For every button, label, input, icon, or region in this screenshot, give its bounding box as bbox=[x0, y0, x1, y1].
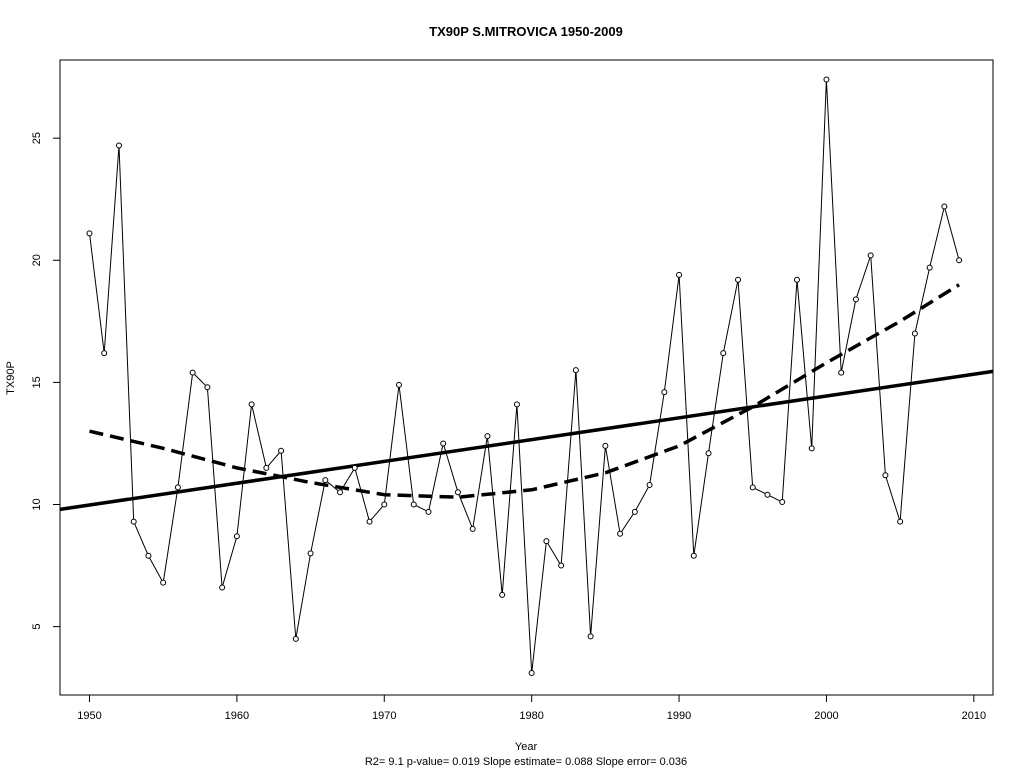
x-tick-label: 1970 bbox=[372, 710, 396, 722]
data-point bbox=[381, 501, 388, 508]
x-axis: 1950 1960 1970 1980 1990 2000 2010 bbox=[77, 695, 986, 722]
x-tick-label: 1960 bbox=[225, 710, 249, 722]
data-point bbox=[897, 518, 904, 525]
data-point bbox=[499, 591, 506, 598]
data-point bbox=[410, 501, 417, 508]
data-point bbox=[469, 525, 476, 532]
data-point bbox=[941, 203, 948, 210]
data-point bbox=[779, 499, 786, 506]
data-point bbox=[101, 350, 108, 357]
data-point bbox=[307, 550, 314, 557]
stats-footer: R2= 9.1 p-value= 0.019 Slope estimate= 0… bbox=[365, 756, 687, 768]
data-point bbox=[440, 440, 447, 447]
data-point bbox=[366, 518, 373, 525]
data-point bbox=[396, 381, 403, 388]
data-point bbox=[823, 76, 830, 83]
data-point bbox=[705, 450, 712, 457]
y-tick-label: 15 bbox=[31, 376, 43, 388]
data-point bbox=[337, 489, 344, 496]
linear-trend-line bbox=[59, 369, 994, 512]
annual-series-line bbox=[89, 79, 960, 674]
data-point bbox=[219, 584, 226, 591]
data-point bbox=[233, 533, 240, 540]
x-tick-label: 1950 bbox=[77, 710, 101, 722]
data-point bbox=[631, 508, 638, 515]
x-tick-label: 2010 bbox=[962, 710, 986, 722]
data-point bbox=[661, 389, 668, 396]
data-point bbox=[617, 530, 624, 537]
data-point bbox=[248, 401, 255, 408]
data-point bbox=[602, 442, 609, 449]
data-point bbox=[926, 264, 933, 271]
y-tick-label: 25 bbox=[31, 132, 43, 144]
data-point bbox=[528, 670, 535, 677]
data-point bbox=[808, 445, 815, 452]
data-point bbox=[115, 142, 122, 149]
data-point bbox=[322, 477, 329, 484]
data-point bbox=[189, 369, 196, 376]
data-point bbox=[263, 464, 270, 471]
data-point bbox=[735, 276, 742, 283]
data-point bbox=[513, 401, 520, 408]
data-point bbox=[587, 633, 594, 640]
data-point bbox=[764, 491, 771, 498]
data-point bbox=[543, 538, 550, 545]
data-point bbox=[484, 433, 491, 440]
data-point bbox=[720, 350, 727, 357]
chart-title: TX90P S.MITROVICA 1950-2009 bbox=[429, 24, 623, 39]
data-point bbox=[278, 447, 285, 454]
data-point bbox=[145, 552, 152, 559]
x-tick-label: 1980 bbox=[519, 710, 543, 722]
data-point bbox=[425, 508, 432, 515]
data-point bbox=[852, 296, 859, 303]
smoothed-trend-line bbox=[89, 283, 961, 499]
data-point bbox=[676, 271, 683, 278]
data-point bbox=[130, 518, 137, 525]
data-point bbox=[793, 276, 800, 283]
data-point bbox=[558, 562, 565, 569]
data-point bbox=[572, 367, 579, 374]
y-axis-label: TX90P bbox=[5, 361, 17, 395]
data-point bbox=[956, 257, 963, 264]
y-axis: 5 10 15 20 25 bbox=[31, 132, 60, 630]
data-point bbox=[882, 472, 889, 479]
y-tick-label: 10 bbox=[31, 498, 43, 510]
data-point bbox=[838, 369, 845, 376]
x-tick-label: 2000 bbox=[814, 710, 838, 722]
x-axis-label: Year bbox=[515, 741, 538, 753]
data-point bbox=[174, 484, 181, 491]
y-tick-label: 20 bbox=[31, 254, 43, 266]
data-point bbox=[454, 489, 461, 496]
data-point bbox=[204, 384, 211, 391]
data-point bbox=[690, 552, 697, 559]
plot-frame bbox=[59, 59, 994, 696]
data-point bbox=[867, 252, 874, 259]
data-point bbox=[292, 635, 299, 642]
data-point bbox=[351, 464, 358, 471]
data-point bbox=[86, 230, 93, 237]
data-point bbox=[160, 579, 167, 586]
data-point bbox=[911, 330, 918, 337]
data-point bbox=[749, 484, 756, 491]
series-layer bbox=[59, 76, 994, 677]
x-tick-label: 1990 bbox=[667, 710, 691, 722]
data-point bbox=[646, 481, 653, 488]
y-tick-label: 5 bbox=[31, 624, 43, 630]
